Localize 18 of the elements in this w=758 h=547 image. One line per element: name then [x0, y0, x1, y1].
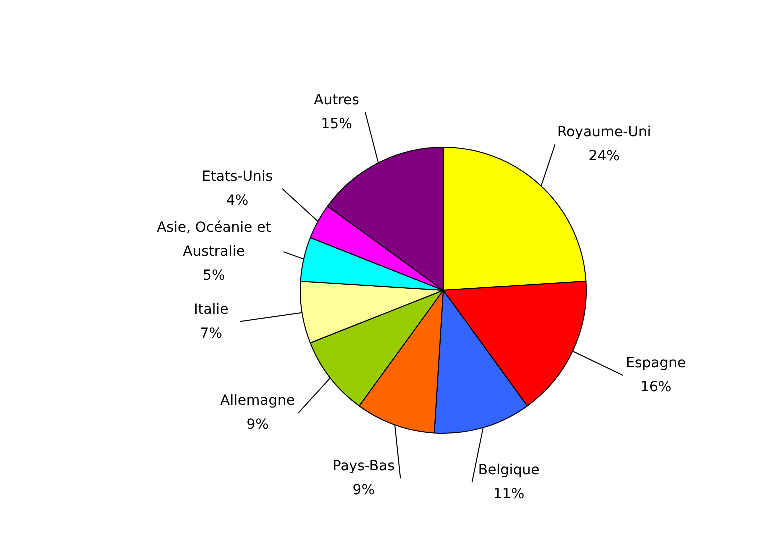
slice-label: Etats-Unis [202, 169, 274, 186]
slice-label: Allemagne [220, 393, 296, 410]
data-label: 24% [588, 148, 620, 165]
slice-label: Pays-Bas [332, 458, 395, 475]
data-label: 15% [321, 116, 352, 132]
slice-label: Royaume-Uni [558, 124, 652, 141]
data-label: 9% [352, 482, 376, 499]
data-label: 7% [200, 326, 223, 342]
data-label: 4% [226, 193, 249, 210]
slice-label: Espagne [626, 356, 686, 372]
slice-label: Italie [194, 302, 229, 318]
slice-label: Belgique [478, 462, 540, 479]
slice-label: Autres [314, 92, 360, 108]
data-label: 11% [494, 486, 525, 503]
slice-label: Asie, Océanie et Australie [157, 220, 272, 260]
data-label: 9% [246, 417, 269, 434]
data-label: 5% [203, 268, 226, 284]
data-label: 16% [640, 380, 672, 396]
